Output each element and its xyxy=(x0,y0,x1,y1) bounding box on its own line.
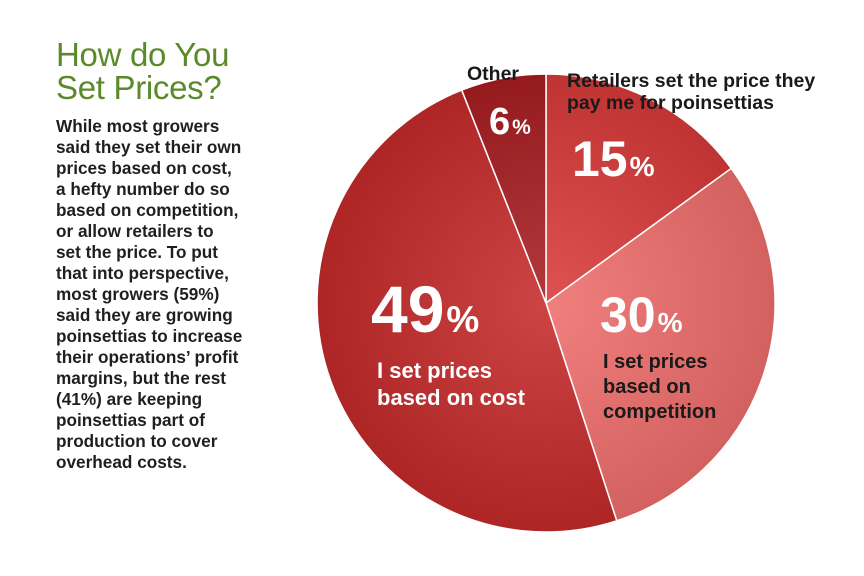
pct-sign-cost: % xyxy=(446,299,479,340)
heading-line-2: Set Prices? xyxy=(56,69,222,106)
description-line-1: While most growers xyxy=(56,116,220,136)
pie-slice-cost xyxy=(316,89,618,533)
pie-labels: 15% Retailers set the price they pay me fo… xyxy=(371,63,815,423)
pct-value-competition: 30 xyxy=(600,287,656,343)
description-line-3: prices based on cost, xyxy=(56,158,232,178)
slice-name-retailers-line-1: Retailers set the price they xyxy=(567,70,815,92)
description-line-16: production to cover xyxy=(56,431,218,451)
slice-name-other-line-1: Other xyxy=(467,63,519,85)
pct-sign-retailers: % xyxy=(630,151,655,182)
slice-name-retailers: Retailers set the price they pay me for p… xyxy=(567,70,815,114)
slice-name-cost-line-1: I set prices xyxy=(377,358,492,383)
pct-value-retailers: 15 xyxy=(572,131,628,187)
text-panel: How do You Set Prices? While most grower… xyxy=(56,38,288,473)
pct-sign-competition: % xyxy=(658,307,683,338)
description-line-4: a hefty number do so xyxy=(56,179,230,199)
description-line-11: poinsettias to increase xyxy=(56,326,243,346)
slice-name-competition-line-2: based on xyxy=(603,376,691,398)
pct-label-competition: 30% xyxy=(600,287,683,343)
pie-slices xyxy=(316,73,776,533)
pct-value-other: 6 xyxy=(489,101,510,143)
heading-line-1: How do You xyxy=(56,36,230,73)
description-line-13: margins, but the rest xyxy=(56,368,226,388)
description-line-10: said they are growing xyxy=(56,305,233,325)
slice-name-retailers-line-2: pay me for poinsettias xyxy=(567,92,774,114)
description-line-15: poinsettias part of xyxy=(56,410,205,430)
slice-name-competition: I set prices based on competition xyxy=(603,351,716,423)
description: While most growers said they set their ow… xyxy=(56,116,288,473)
pct-label-retailers: 15% xyxy=(572,131,655,187)
pie-slice-other xyxy=(460,73,547,304)
description-line-8: that into perspective, xyxy=(56,263,229,283)
slice-name-cost: I set prices based on cost xyxy=(377,358,526,410)
pct-sign-other: % xyxy=(512,116,531,139)
slice-name-other: Other xyxy=(467,63,519,85)
description-line-2: said they set their own xyxy=(56,137,242,157)
slice-name-cost-line-2: based on cost xyxy=(377,385,526,410)
slice-name-competition-line-3: competition xyxy=(603,401,716,423)
description-line-7: set the price. To put xyxy=(56,242,219,262)
pie-slice-retailers xyxy=(545,73,733,305)
description-line-5: based on competition, xyxy=(56,200,239,220)
description-line-9: most growers (59%) xyxy=(56,284,220,304)
pct-value-cost: 49 xyxy=(371,272,444,346)
pct-label-cost: 49% xyxy=(371,272,479,346)
slice-name-competition-line-1: I set prices xyxy=(603,351,708,373)
heading: How do You Set Prices? xyxy=(56,38,288,104)
description-line-17: overhead costs. xyxy=(56,452,187,472)
description-line-6: or allow retailers to xyxy=(56,221,214,241)
pie-slice-competition xyxy=(545,167,776,522)
description-line-14: (41%) are keeping xyxy=(56,389,203,409)
description-line-12: their operations’ profit xyxy=(56,347,239,367)
pct-label-other: 6% xyxy=(489,101,531,143)
